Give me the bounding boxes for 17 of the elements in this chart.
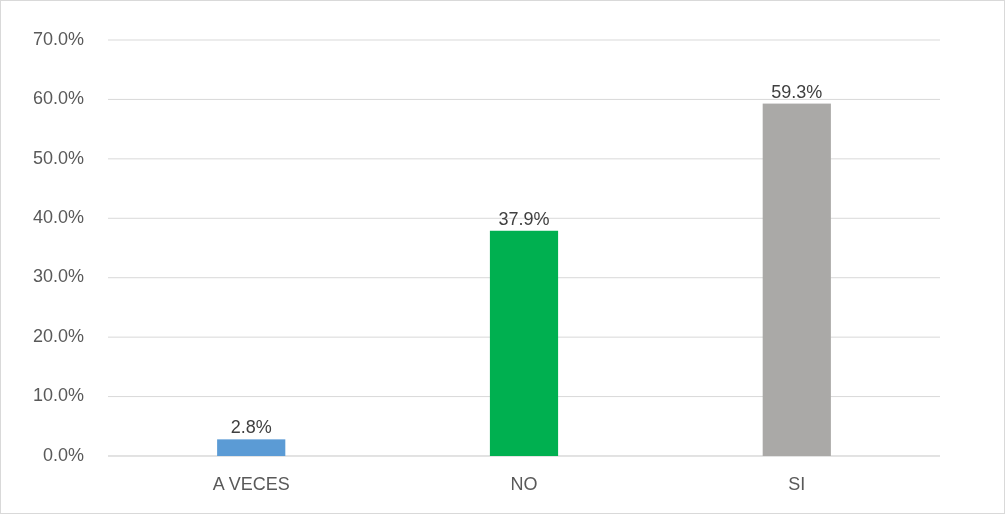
- x-tick-label: SI: [788, 474, 806, 494]
- data-label: 2.8%: [230, 417, 272, 438]
- bar: [489, 230, 559, 456]
- x-tick-label: A VECES: [212, 474, 290, 494]
- y-tick-label: 60.0%: [32, 88, 84, 109]
- data-label: 59.3%: [771, 81, 823, 102]
- y-tick-label: 50.0%: [32, 147, 84, 168]
- y-tick-label: 30.0%: [32, 266, 84, 287]
- y-tick-label: 40.0%: [32, 207, 84, 228]
- bar: [217, 439, 286, 456]
- y-tick-label: 70.0%: [32, 28, 84, 49]
- y-tick-label: 0.0%: [42, 444, 84, 465]
- x-tick-label: NO: [510, 474, 538, 494]
- bar: [762, 103, 831, 456]
- y-tick-label: 20.0%: [32, 325, 84, 346]
- data-label: 37.9%: [498, 208, 550, 229]
- y-tick-label: 10.0%: [32, 385, 84, 406]
